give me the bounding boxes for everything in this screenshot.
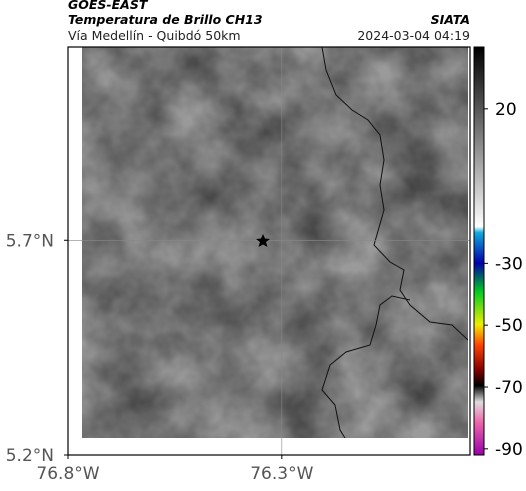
colorbar-tick-label: -90 [495, 440, 523, 460]
x-tick-label: 76.3°W [250, 464, 313, 484]
route: Vía Medellín - Quibdó 50km [68, 28, 241, 43]
colorbar-tick-label: -70 [495, 378, 523, 398]
source: SIATA [431, 12, 470, 27]
y-tick-label: 5.2°N [6, 446, 54, 466]
satellite-image [82, 47, 468, 438]
location-marker [256, 234, 270, 247]
title: GOES-EAST [68, 0, 149, 12]
colorbar-tick-label: -30 [495, 254, 523, 274]
subtitle: Temperatura de Brillo CH13 [68, 12, 263, 27]
y-tick-label: 5.7°N [6, 231, 54, 251]
colorbar [473, 46, 485, 456]
colorbar-tick-label: -50 [495, 316, 523, 336]
x-tick-label: 76.8°W [36, 464, 99, 484]
map-frame [67, 46, 471, 456]
colorbar-tick-label: 20 [495, 100, 517, 120]
datetime: 2024-03-04 04:19 [357, 28, 470, 43]
boundary-line [321, 47, 468, 438]
